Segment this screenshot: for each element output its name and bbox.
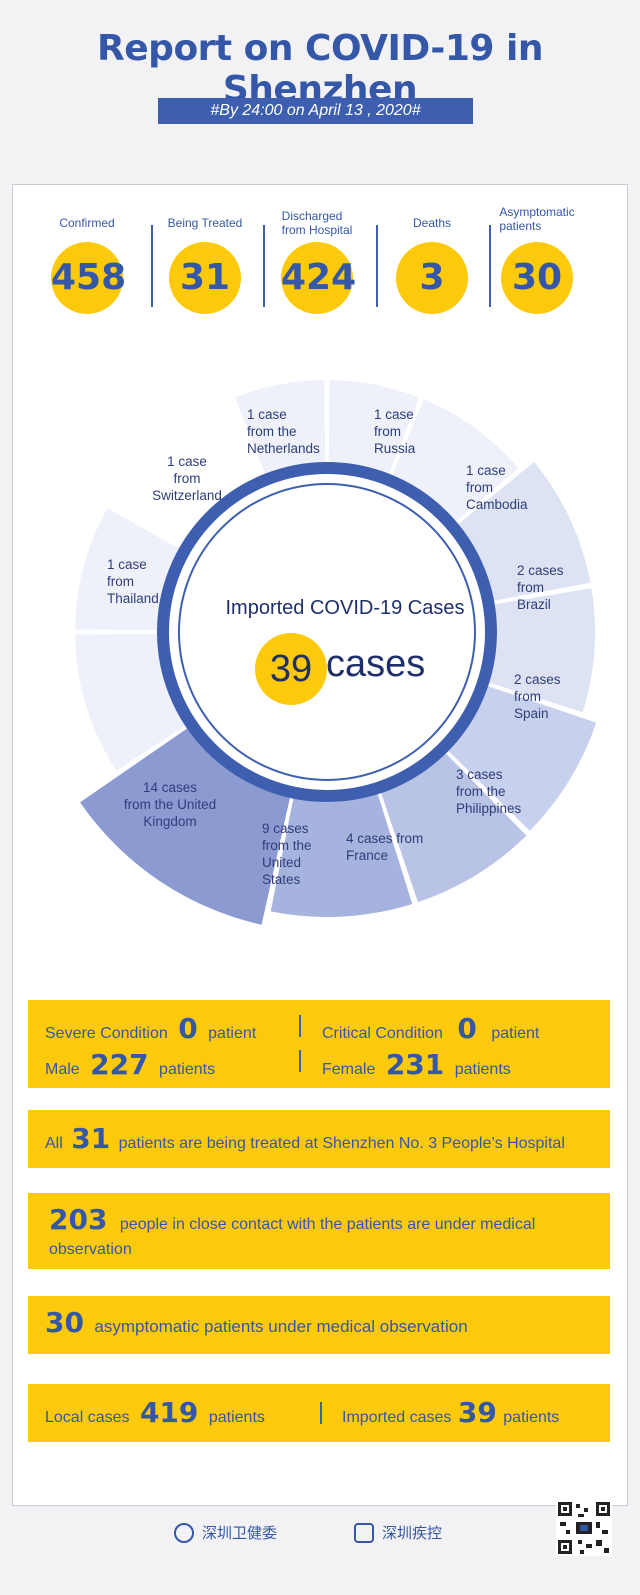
stat-label: Discharged from Hospital xyxy=(281,209,353,237)
critical-unit: patient xyxy=(491,1025,540,1042)
stat-divider xyxy=(151,225,153,307)
hospital-prefix: All xyxy=(45,1135,63,1152)
female-value: 231 xyxy=(385,1048,445,1081)
segment-label: 2 cases from Spain xyxy=(514,672,561,721)
critical-label: Critical Condition xyxy=(322,1025,443,1042)
segment-label: 3 cases from the Philippines xyxy=(456,767,522,816)
male-value: 227 xyxy=(90,1048,149,1081)
imported-unit: patients xyxy=(503,1409,560,1426)
severe-label: Severe Condition xyxy=(45,1025,168,1042)
segment-label: 1 case from Thailand xyxy=(107,557,159,606)
severe-value: 0 xyxy=(178,1012,198,1045)
local-value: 419 xyxy=(139,1396,199,1429)
stat-value: 3 xyxy=(396,242,468,314)
stat-label: Confirmed xyxy=(59,216,115,230)
male-unit: patients xyxy=(159,1061,216,1078)
conditions-panel: Severe Condition 0 patient Critical Cond… xyxy=(28,1000,610,1088)
stat-divider xyxy=(263,225,265,307)
segment-label: 2 cases from Brazil xyxy=(517,563,564,612)
stat-value: 424 xyxy=(281,242,356,314)
female-label: Female xyxy=(322,1061,376,1078)
stat-label: Being Treated xyxy=(167,216,243,230)
critical-value: 0 xyxy=(457,1012,477,1045)
asymptomatic-text: asymptomatic patients under medical obse… xyxy=(94,1317,468,1336)
local-unit: patients xyxy=(208,1409,265,1426)
segment-label: 1 case from Russia xyxy=(374,407,416,456)
segment-label: 9 cases from the United States xyxy=(262,821,312,887)
segment-label: 1 case from the Netherlands xyxy=(247,407,320,456)
stat-value: 31 xyxy=(169,242,241,314)
qr-code-icon xyxy=(556,1500,612,1556)
hospital-text: patients are being treated at Shenzhen N… xyxy=(118,1135,565,1152)
close-contact-text: people in close contact with the patient… xyxy=(119,1216,536,1233)
segment-label: 14 cases from the United Kingdom xyxy=(123,780,217,829)
org2-logo: 深圳疾控 xyxy=(354,1522,442,1543)
stat-divider xyxy=(489,225,491,307)
severe-unit: patient xyxy=(208,1025,257,1042)
asymptomatic-panel: 30 asymptomatic patients under medical o… xyxy=(28,1296,610,1354)
segment-label: 4 cases from France xyxy=(346,831,424,863)
divider xyxy=(320,1402,322,1424)
stat-value: 458 xyxy=(51,242,126,314)
imported-value: 39 xyxy=(457,1396,497,1429)
male-label: Male xyxy=(45,1061,80,1078)
page-title: Report on COVID-19 in Shenzhen xyxy=(97,28,543,110)
health-commission-icon xyxy=(174,1522,194,1543)
imported-unit: cases xyxy=(326,643,426,685)
org1-name: 深圳卫健委 xyxy=(202,1525,278,1542)
org1-logo: 深圳卫健委 xyxy=(174,1522,277,1543)
stat-divider xyxy=(376,225,378,307)
stat-label: Asymptomatic patients xyxy=(499,205,575,233)
female-unit: patients xyxy=(454,1061,511,1078)
imported-count: 39 xyxy=(255,633,327,705)
origin-panel: Local cases 419 patients Imported cases … xyxy=(28,1384,610,1442)
segment-label: 1 case from Cambodia xyxy=(466,463,528,512)
date-banner: #By 24:00 on April 13 , 2020# xyxy=(158,98,473,124)
asymptomatic-value: 30 xyxy=(45,1306,84,1339)
hospital-panel: All 31 patients are being treated at She… xyxy=(28,1110,610,1168)
imported-label: Imported cases xyxy=(342,1409,452,1426)
segment-label: 1 case from Switzerland xyxy=(152,454,222,503)
close-contact-text-2: observation xyxy=(49,1241,132,1258)
divider xyxy=(299,1050,301,1072)
close-contact-value: 203 xyxy=(49,1203,108,1236)
cdc-shield-icon xyxy=(354,1522,374,1543)
divider xyxy=(299,1015,301,1037)
close-contact-panel: 203 people in close contact with the pat… xyxy=(28,1193,610,1269)
local-label: Local cases xyxy=(45,1409,130,1426)
imported-title: Imported COVID-19 Cases xyxy=(225,597,465,619)
hospital-value: 31 xyxy=(71,1122,111,1155)
org2-name: 深圳疾控 xyxy=(382,1525,443,1542)
stat-label: Deaths xyxy=(412,216,452,230)
stat-value: 30 xyxy=(501,242,573,314)
